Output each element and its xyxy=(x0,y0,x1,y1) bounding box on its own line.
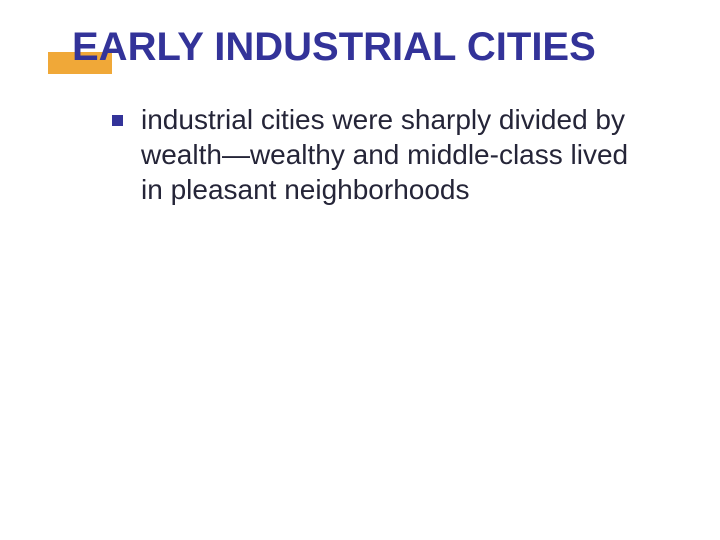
bullet-text: industrial cities were sharply divided b… xyxy=(141,102,648,207)
slide-container: EARLY INDUSTRIAL CITIES industrial citie… xyxy=(0,0,720,540)
slide-content: industrial cities were sharply divided b… xyxy=(48,86,672,207)
slide-title: EARLY INDUSTRIAL CITIES xyxy=(48,24,672,70)
title-wrapper: EARLY INDUSTRIAL CITIES xyxy=(48,24,672,70)
square-bullet-icon xyxy=(112,115,123,126)
bullet-item: industrial cities were sharply divided b… xyxy=(112,102,648,207)
